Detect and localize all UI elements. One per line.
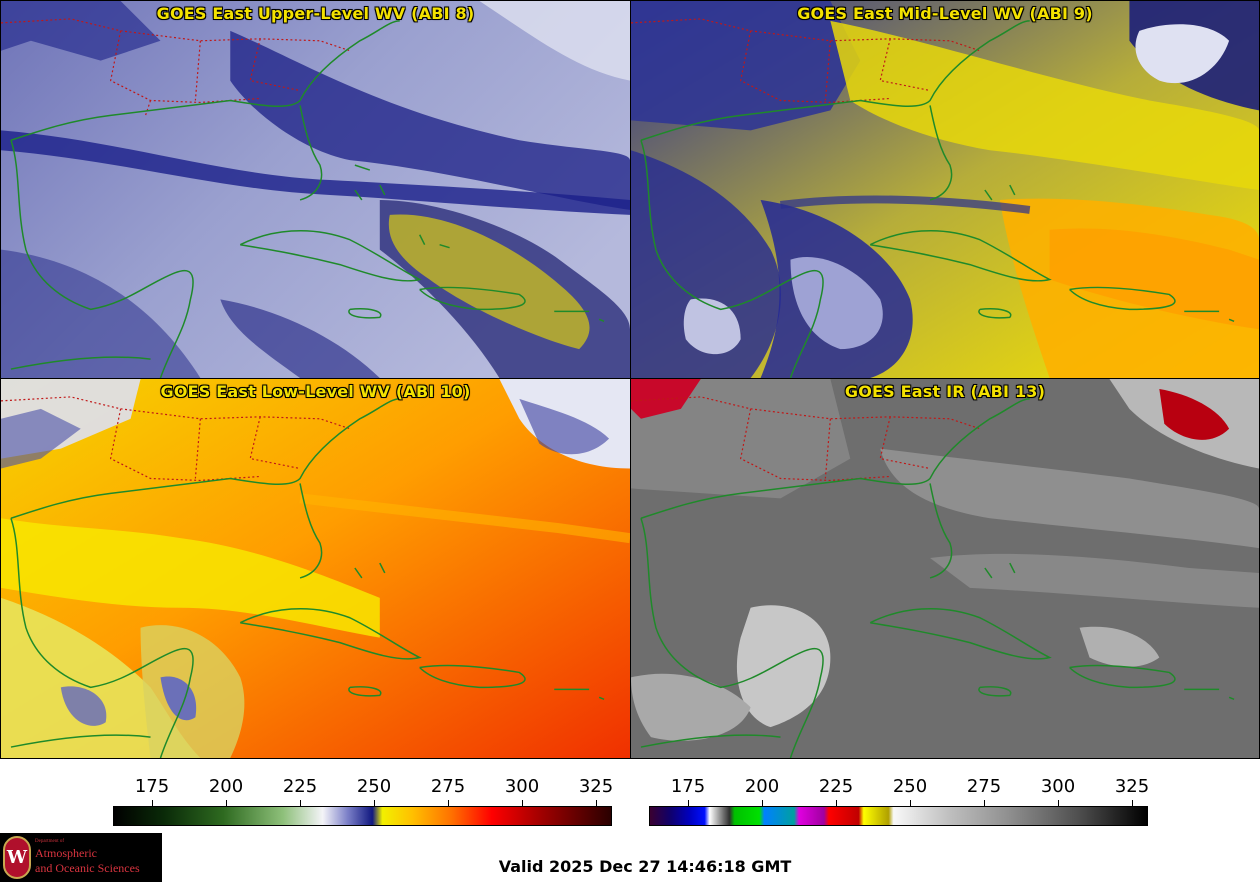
ir-tick-label: 275 — [966, 776, 1002, 797]
tick-mark — [522, 800, 523, 806]
panel-title: GOES East Low-Level WV (ABI 10) — [160, 382, 471, 401]
wv-tick-label: 250 — [356, 776, 392, 797]
tick-mark — [448, 800, 449, 806]
wv-tick-label: 200 — [208, 776, 244, 797]
university-seal: W — [3, 836, 31, 879]
low-level-wv-image — [1, 379, 630, 758]
tick-mark — [984, 800, 985, 806]
tick-mark — [1058, 800, 1059, 806]
panel-title: GOES East IR (ABI 13) — [844, 382, 1046, 401]
logo-line1: Atmospheric — [35, 846, 97, 860]
ir-color-scale — [649, 806, 1148, 826]
panel-title: GOES East Mid-Level WV (ABI 9) — [797, 4, 1093, 23]
tick-mark — [152, 800, 153, 806]
tick-mark — [374, 800, 375, 806]
tick-mark — [762, 800, 763, 806]
tick-mark — [596, 800, 597, 806]
valid-time-label: Valid 2025 Dec 27 14:46:18 GMT — [498, 857, 792, 876]
tick-mark — [300, 800, 301, 806]
upper-level-wv-image — [1, 1, 630, 378]
ir-panel: GOES East IR (ABI 13) — [630, 378, 1260, 759]
ir-tick-label: 325 — [1114, 776, 1150, 797]
wv-tick-label: 225 — [282, 776, 318, 797]
ir-tick-label: 300 — [1040, 776, 1076, 797]
wv-tick-label: 300 — [504, 776, 540, 797]
tick-mark — [910, 800, 911, 806]
tick-mark — [1132, 800, 1133, 806]
aos-logo: W Department of Atmospheric and Oceanic … — [0, 833, 162, 882]
ir-colorbar: 175 200 225 250 275 300 325 — [649, 770, 1150, 830]
low-level-wv-panel: GOES East Low-Level WV (ABI 10) — [0, 378, 631, 759]
tick-mark — [836, 800, 837, 806]
tick-mark — [226, 800, 227, 806]
ir-image — [631, 379, 1259, 758]
wv-tick-label: 275 — [430, 776, 466, 797]
mid-level-wv-image — [631, 1, 1259, 378]
panel-title: GOES East Upper-Level WV (ABI 8) — [156, 4, 475, 23]
mid-level-wv-panel: GOES East Mid-Level WV (ABI 9) — [630, 0, 1260, 379]
ir-tick-label: 225 — [818, 776, 854, 797]
logo-dept-text: Department of — [35, 839, 65, 844]
ir-tick-label: 175 — [670, 776, 706, 797]
wv-color-scale — [113, 806, 612, 826]
wv-tick-label: 175 — [134, 776, 170, 797]
tick-mark — [688, 800, 689, 806]
ir-tick-label: 250 — [892, 776, 928, 797]
wv-colorbar: 175 200 225 250 275 300 325 — [113, 770, 614, 830]
logo-line2: and Oceanic Sciences — [35, 861, 140, 875]
wv-tick-label: 325 — [578, 776, 614, 797]
upper-level-wv-panel: GOES East Upper-Level WV (ABI 8) — [0, 0, 631, 379]
ir-tick-label: 200 — [744, 776, 780, 797]
